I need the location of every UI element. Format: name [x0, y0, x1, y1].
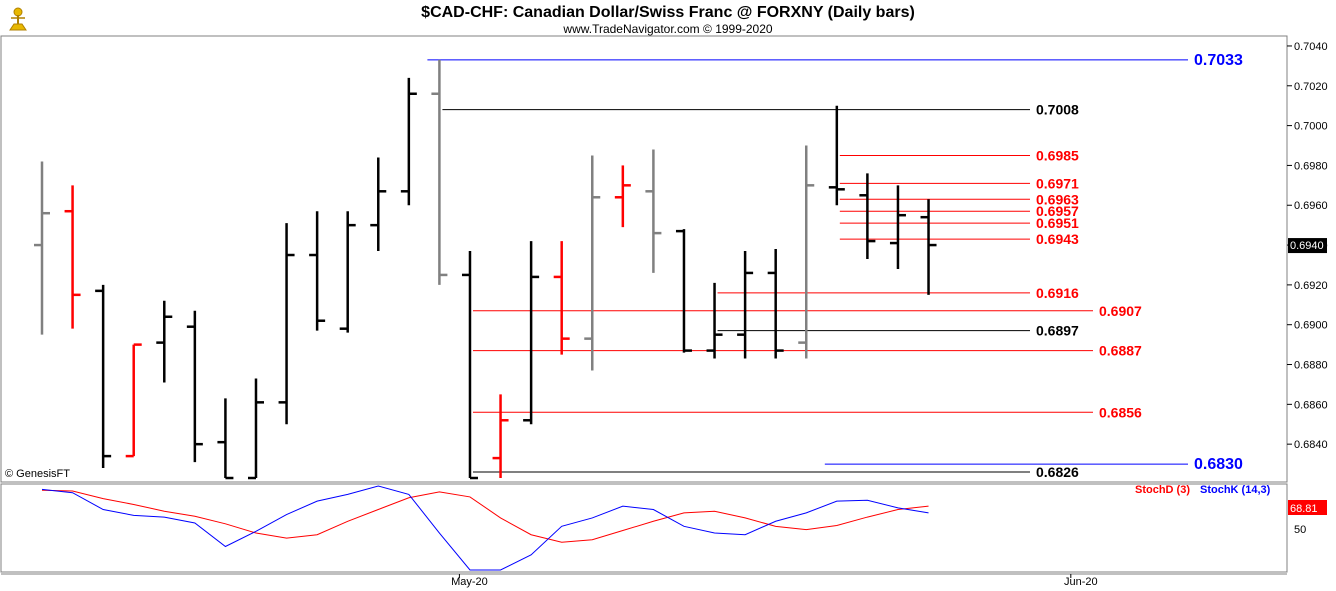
price-axis-ticks: 0.7040 0.7020 0.7000 0.6980 0.6960 0.6940 0.69… — [1287, 41, 1328, 451]
ohlc-bar — [889, 185, 906, 269]
ohlc-bar — [156, 300, 173, 383]
ohlc-bar — [523, 241, 540, 425]
x-tick-label: May-20 — [451, 576, 488, 588]
level-label: 0.6907 — [1099, 303, 1142, 319]
ohlc-bar — [645, 149, 662, 273]
ohlc-bar — [584, 155, 601, 371]
stoch-k-label: StochK (14,3) — [1200, 484, 1271, 496]
price-panel — [0, 35, 1288, 483]
y-tick-label: 0.6960 — [1294, 200, 1328, 212]
y-tick-label: 0.6880 — [1294, 360, 1328, 372]
ohlc-bars — [34, 59, 937, 480]
ohlc-bar — [431, 59, 448, 285]
level-label: 0.6897 — [1036, 323, 1079, 339]
level-label: 0.7033 — [1194, 52, 1243, 69]
ohlc-bar — [125, 343, 142, 458]
y-tick-label: 0.7040 — [1294, 41, 1328, 53]
y-tick-label: 0.6900 — [1294, 320, 1328, 332]
level-label: 0.6826 — [1036, 464, 1079, 480]
stoch-last-value: 68.81 — [1290, 503, 1318, 515]
ohlc-bar — [920, 199, 937, 295]
time-axis: May-20 Jun-20 — [451, 574, 1098, 588]
y-tick-label: 0.7000 — [1294, 121, 1328, 133]
ohlc-bar — [859, 173, 876, 259]
last-price-label: 0.6940 — [1290, 240, 1324, 252]
ohlc-bar — [309, 211, 326, 331]
level-label: 0.6943 — [1036, 231, 1079, 247]
stoch-series-line — [41, 489, 929, 543]
ohlc-bar — [186, 310, 203, 463]
ohlc-bar — [675, 229, 692, 353]
ohlc-bar — [95, 284, 112, 469]
stochastic-lines — [41, 485, 929, 571]
level-label: 0.6856 — [1099, 404, 1142, 420]
y-tick-label: 0.6920 — [1294, 280, 1328, 292]
ohlc-bar — [400, 77, 417, 206]
trade-navigator-logo-icon — [9, 7, 27, 31]
ohlc-bar — [492, 394, 509, 479]
y-tick-label: 0.7020 — [1294, 81, 1328, 93]
x-tick-label: Jun-20 — [1064, 576, 1098, 588]
ohlc-bar — [706, 282, 723, 359]
level-label: 0.6957 — [1036, 203, 1079, 219]
stoch-d-label: StochD (3) — [1135, 484, 1190, 496]
last-price-marker: 0.6940 — [1288, 238, 1327, 254]
level-label: 0.6916 — [1036, 285, 1079, 301]
stochastic-panel — [0, 483, 1288, 573]
level-label: 0.6887 — [1099, 343, 1142, 359]
ohlc-bar — [553, 241, 570, 355]
y-tick-label: 0.6980 — [1294, 160, 1328, 172]
ohlc-bar — [798, 145, 815, 359]
level-label: 0.6985 — [1036, 147, 1079, 163]
level-label: 0.6951 — [1036, 215, 1079, 231]
ohlc-bar — [767, 249, 784, 359]
ohlc-bar — [247, 378, 264, 480]
level-label: 0.6830 — [1194, 456, 1243, 473]
ohlc-bar — [217, 398, 234, 480]
stoch-series-line — [41, 485, 929, 571]
ohlc-bar — [614, 165, 631, 228]
stoch-last-box — [1288, 500, 1327, 515]
ohlc-bar — [737, 251, 754, 359]
price-levels: 0.70330.70080.69850.69710.69630.69570.69… — [427, 52, 1243, 480]
ohlc-bar — [34, 161, 50, 335]
genesis-watermark: © GenesisFT — [5, 468, 70, 480]
y-tick-label: 0.6840 — [1294, 439, 1328, 451]
stoch-tick-50: 50 — [1294, 524, 1306, 536]
ohlc-bar — [278, 223, 295, 425]
ohlc-bar — [339, 211, 356, 333]
level-label: 0.6963 — [1036, 191, 1079, 207]
price-axis — [1288, 36, 1335, 482]
ohlc-bar — [370, 157, 387, 252]
level-label: 0.7008 — [1036, 102, 1079, 118]
chart-title: $CAD-CHF: Canadian Dollar/Swiss Franc @ … — [421, 4, 915, 21]
level-label: 0.6971 — [1036, 175, 1079, 191]
y-tick-label: 0.6860 — [1294, 399, 1328, 411]
chart-subtitle: www.TradeNavigator.com © 1999-2020 — [562, 22, 772, 36]
ohlc-bar — [64, 185, 81, 329]
ohlc-bar — [828, 105, 845, 206]
ohlc-bar — [461, 251, 478, 480]
